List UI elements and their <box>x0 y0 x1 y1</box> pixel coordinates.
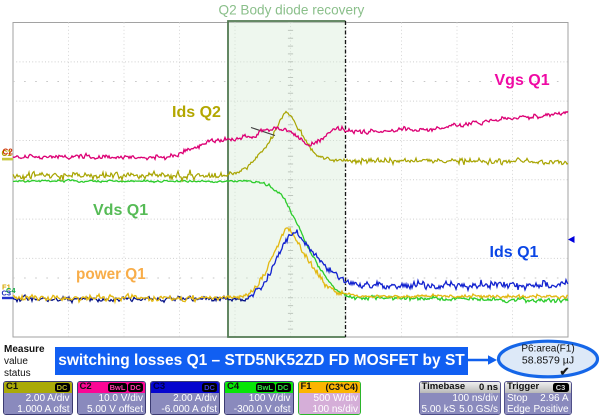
svg-text:C1: C1 <box>2 149 13 158</box>
svg-text:C3: C3 <box>2 289 12 298</box>
svg-text:power Q1: power Q1 <box>76 266 146 283</box>
svg-text:Ids Q2: Ids Q2 <box>172 104 221 121</box>
svg-text:Vds Q1: Vds Q1 <box>93 202 148 219</box>
svg-text:✔: ✔ <box>560 365 570 379</box>
svg-text:Vgs Q1: Vgs Q1 <box>495 72 550 89</box>
svg-text:Q2 Body diode recovery: Q2 Body diode recovery <box>219 3 365 18</box>
svg-text:P6:area(F1): P6:area(F1) <box>521 344 574 355</box>
svg-text:F1: F1 <box>2 283 11 292</box>
svg-text:58.8579 µJ: 58.8579 µJ <box>522 355 574 367</box>
svg-text:C4: C4 <box>6 286 16 295</box>
svg-text:C2: C2 <box>3 148 14 157</box>
svg-text:Ids Q1: Ids Q1 <box>490 244 539 261</box>
